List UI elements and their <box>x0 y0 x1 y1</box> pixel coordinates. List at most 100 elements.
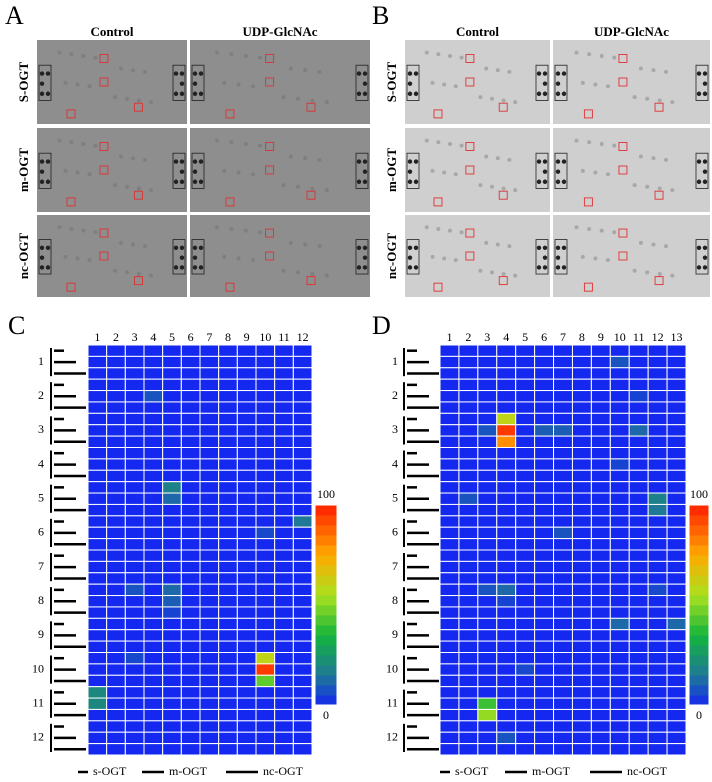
heatmap-cell <box>106 424 126 437</box>
heatmap-cell <box>477 560 498 574</box>
heatmap-cell <box>571 492 592 505</box>
heatmap-cell <box>143 708 164 722</box>
spot <box>81 53 86 58</box>
heatmap-cell <box>162 697 182 710</box>
spot <box>664 69 669 74</box>
heatmap-cell <box>106 447 126 460</box>
heatmap-cell <box>458 355 479 369</box>
heatmap-cell <box>628 492 649 505</box>
spot <box>664 157 669 162</box>
heatmap-cell <box>236 447 257 460</box>
heatmap-cell <box>236 458 257 471</box>
heatmap-cell <box>534 492 555 505</box>
heatmap-cell <box>218 515 238 528</box>
heatmap-cell <box>162 538 182 551</box>
heatmap-cell <box>162 526 182 540</box>
heatmap-cell <box>534 447 555 460</box>
heatmap-cell <box>609 583 630 597</box>
highlight-box <box>498 276 508 286</box>
spot <box>507 244 512 249</box>
heatmap-cell <box>180 515 201 528</box>
heatmap-cell <box>628 526 649 540</box>
x-tick-label: 2 <box>113 330 119 344</box>
spot <box>638 240 643 245</box>
heatmap-cell <box>477 663 498 676</box>
heatmap-cell <box>647 572 668 585</box>
heatmap-cell <box>255 538 276 551</box>
control-box <box>38 239 52 275</box>
heatmap-cell <box>609 697 630 710</box>
heatmap-cell <box>199 595 220 608</box>
heatmap-cell <box>458 731 479 745</box>
heatmap-cell <box>666 640 687 653</box>
heatmap-cell <box>647 674 668 688</box>
colorbar-segment <box>689 515 709 526</box>
heatmap-cell <box>218 606 238 619</box>
heatmap-cell <box>218 708 238 722</box>
heatmap-cell <box>439 606 460 619</box>
heatmap-cell <box>534 731 555 745</box>
heatmap-cell <box>496 708 517 722</box>
spot <box>459 55 464 60</box>
heatmap-cell <box>180 652 201 665</box>
heatmap-cell <box>439 583 460 597</box>
spot <box>258 55 263 60</box>
spot <box>281 95 286 100</box>
highlight-box <box>654 276 664 286</box>
heatmap-cell <box>87 595 108 608</box>
control-dot <box>407 81 413 86</box>
heatmap-cell <box>590 697 611 710</box>
heatmap-cell <box>571 697 592 710</box>
heatmap-cell <box>236 652 257 665</box>
heatmap-cell <box>553 720 573 733</box>
heatmap-cell <box>218 378 238 392</box>
heatmap-cell <box>218 412 238 426</box>
heatmap-cell <box>666 435 687 449</box>
heatmap-cell <box>87 390 108 403</box>
heatmap-cell <box>106 378 126 392</box>
control-box <box>38 64 52 101</box>
control-box <box>38 152 52 189</box>
heatmap-cell <box>274 686 294 699</box>
heatmap-cell <box>218 492 238 505</box>
heatmap-cell <box>236 617 257 631</box>
heatmap-cell <box>87 447 108 460</box>
heatmap-cell <box>218 583 238 597</box>
colorbar-segment <box>315 575 337 586</box>
heatmap-cell <box>458 401 479 414</box>
highlight-box <box>306 276 316 286</box>
y-tick-label: 1 <box>38 354 44 368</box>
heatmap-cell <box>143 515 164 528</box>
spot <box>317 244 322 249</box>
control-dot <box>192 265 198 270</box>
spot <box>453 258 458 263</box>
heatmap-cell <box>255 492 276 505</box>
heatmap-cell <box>590 560 611 574</box>
heatmap-cell <box>571 390 592 403</box>
heatmap-cell <box>162 606 182 619</box>
colorbar-label: 100 <box>690 487 708 501</box>
heatmap-cell <box>628 731 649 745</box>
spot <box>501 186 506 191</box>
heatmap-cell <box>199 583 220 597</box>
heatmap-cell <box>162 572 182 585</box>
control-box <box>554 152 568 189</box>
heatmap-cell <box>515 503 536 517</box>
control-box <box>191 239 205 275</box>
heatmap-cell <box>477 583 498 597</box>
spot <box>580 80 585 85</box>
heatmap-cell <box>647 344 668 357</box>
spot <box>251 258 255 263</box>
heatmap-cell <box>609 720 630 733</box>
legend-label: m-OGT <box>532 764 571 778</box>
heatmap-cell <box>199 663 220 676</box>
heatmap-cell <box>236 492 257 505</box>
x-tick-label: 12 <box>297 330 309 344</box>
colorbar-segment <box>315 585 337 596</box>
heatmap-cell <box>162 595 182 608</box>
heatmap-cell <box>124 469 145 483</box>
y-tick-label: 1 <box>392 354 398 368</box>
heatmap-cell <box>590 378 611 392</box>
heatmap-cell <box>236 720 257 733</box>
heatmap-cell <box>553 401 573 414</box>
